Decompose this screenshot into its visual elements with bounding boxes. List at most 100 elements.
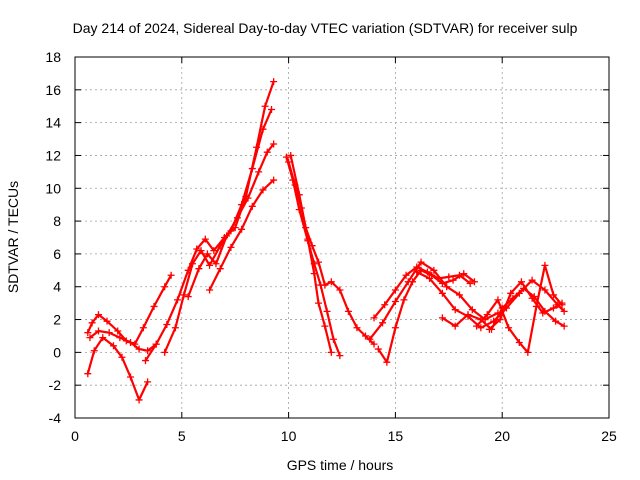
data-point: [466, 279, 474, 287]
y-tick-label: 0: [53, 344, 61, 360]
x-tick-label: 10: [281, 428, 297, 444]
data-point: [94, 327, 102, 335]
data-point: [353, 324, 361, 332]
y-tick-label: 4: [53, 279, 61, 295]
data-point: [468, 306, 476, 314]
data-point: [321, 322, 329, 330]
data-point: [86, 334, 94, 342]
x-tick-label: 25: [601, 428, 617, 444]
data-point: [109, 342, 117, 350]
data-point: [135, 345, 143, 353]
data-point: [391, 297, 399, 305]
data-point: [206, 261, 214, 269]
data-point: [496, 316, 504, 324]
data-point: [118, 353, 126, 361]
data-point: [443, 283, 451, 291]
x-axis-label: GPS time / hours: [287, 457, 394, 473]
chart-title: Day 214 of 2024, Sidereal Day-to-day VTE…: [73, 20, 578, 36]
y-tick-label: 2: [53, 312, 61, 328]
data-point: [308, 242, 316, 250]
data-point: [404, 278, 412, 286]
data-point: [141, 357, 149, 365]
x-tick-label: 15: [388, 428, 404, 444]
data-point: [370, 340, 378, 348]
series-track-13: [366, 258, 502, 343]
data-point: [451, 306, 459, 314]
series-line: [488, 280, 564, 331]
data-point: [259, 125, 267, 133]
data-point: [445, 273, 453, 281]
series-line: [287, 160, 333, 354]
x-tick-label: 20: [494, 428, 510, 444]
data-point: [223, 232, 231, 240]
data-point: [321, 281, 329, 289]
data-point: [391, 286, 399, 294]
data-point: [451, 322, 459, 330]
data-point: [438, 289, 446, 297]
data-point: [379, 319, 387, 327]
y-tick-label: -4: [49, 410, 62, 426]
data-point: [344, 307, 352, 315]
data-point: [323, 307, 331, 315]
plot-frame: [74, 56, 610, 419]
series-line: [208, 179, 275, 292]
x-tick-label: 0: [71, 428, 79, 444]
data-point: [549, 291, 557, 299]
data-point: [327, 278, 335, 286]
data-point: [329, 335, 337, 343]
data-point: [116, 334, 124, 342]
data-point: [84, 329, 92, 337]
data-point: [150, 302, 158, 310]
data-point: [139, 324, 147, 332]
series-line: [377, 269, 476, 364]
series-track-16: [473, 261, 566, 356]
data-point: [94, 311, 102, 319]
data-point: [517, 278, 525, 286]
data-point: [161, 283, 169, 291]
series-line: [163, 108, 273, 354]
data-point: [470, 278, 478, 286]
data-point: [114, 327, 122, 335]
data-point: [366, 335, 374, 343]
data-point: [287, 151, 295, 159]
data-point: [193, 245, 201, 253]
data-point: [227, 243, 235, 251]
y-tick-label: 8: [53, 213, 61, 229]
data-point: [426, 275, 434, 283]
data-point: [270, 78, 278, 86]
data-point: [402, 271, 410, 279]
data-point: [203, 250, 211, 258]
data-point: [195, 265, 203, 273]
data-point: [560, 307, 568, 315]
data-point: [180, 291, 188, 299]
data-point: [233, 214, 241, 222]
data-point: [370, 314, 378, 322]
data-point: [263, 148, 271, 156]
data-point: [144, 378, 152, 386]
series-track-17: [485, 278, 566, 333]
data-point: [549, 304, 557, 312]
data-point: [255, 168, 263, 176]
data-point: [171, 324, 179, 332]
series-line: [289, 154, 376, 346]
data-point: [174, 296, 182, 304]
series-track-9: [285, 158, 335, 356]
y-tick-label: -2: [49, 377, 62, 393]
y-tick-label: 16: [45, 82, 61, 98]
data-point: [206, 286, 214, 294]
series-line: [86, 274, 173, 346]
data-point: [282, 153, 290, 161]
data-point: [374, 345, 382, 353]
data-point: [310, 270, 318, 278]
data-point: [270, 140, 278, 148]
data-point: [302, 224, 310, 232]
data-point: [524, 348, 532, 356]
data-point: [90, 347, 98, 355]
data-point: [216, 265, 224, 273]
data-point: [315, 258, 323, 266]
data-point: [494, 296, 502, 304]
data-point: [88, 319, 96, 327]
data-point: [560, 322, 568, 330]
data-point: [261, 102, 269, 110]
